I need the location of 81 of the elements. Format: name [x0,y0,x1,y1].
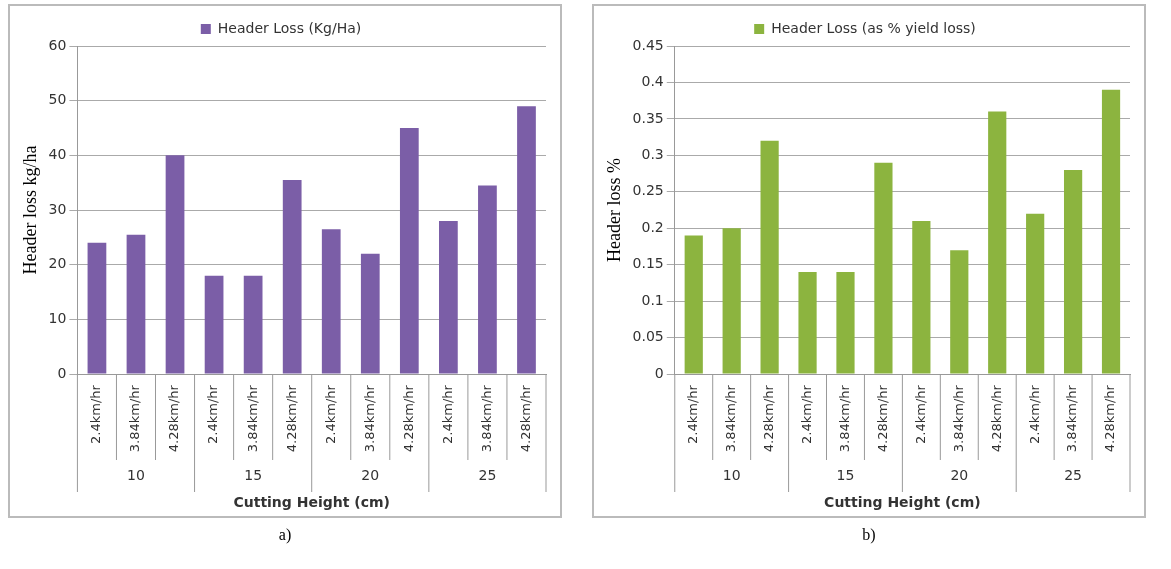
y-tick-label: 50 [48,91,67,108]
text: 25 [478,466,497,483]
y-tick-label: 20 [48,255,67,272]
bar [87,242,107,374]
bar [950,250,969,374]
bar [722,228,741,374]
bar [1026,213,1045,374]
bar [439,220,458,374]
text: 15 [244,466,263,483]
x-tick-label: 2.4km/hr [685,384,701,444]
x-tick-label: 4.28km/hr [988,384,1004,453]
y-tick-label: 0.35 [632,109,664,126]
bar [321,229,341,374]
text: 10 [722,466,741,483]
bar [912,220,931,374]
x-tick-label: 4.28km/hr [1102,384,1118,453]
text: 20 [950,466,969,483]
legend-label: Header Loss (Kg/Ha) [217,19,362,36]
bar [478,185,497,374]
bar [1101,89,1121,374]
bar [988,111,1007,374]
x-tick-label: 3.84km/hr [478,384,494,453]
x-tick-label: 4.28km/hr [400,384,416,453]
x-tick-label: 3.84km/hr [361,384,377,453]
x-tick-label: 4.28km/hr [517,384,533,453]
x-tick-label: 2.4km/hr [88,384,104,444]
bar [760,140,779,374]
x-tick-label: 3.84km/hr [723,384,739,453]
x-tick-label: 2.4km/hr [798,384,814,444]
bar [684,235,703,374]
bar [1063,169,1083,374]
bar [165,155,185,374]
bar [836,272,855,374]
x-tick-label: 2.4km/hr [912,384,928,444]
x-tick-label: 4.28km/hr [760,384,776,453]
bar [399,128,419,374]
bar [204,275,224,374]
x-tick-label: 2.4km/hr [1026,384,1042,444]
y-tick-label: 0.05 [632,328,664,345]
y-tick-label: 0.1 [641,291,664,308]
y-tick-label: 10 [48,310,67,327]
y-tick-label: 0 [57,364,67,381]
bar [517,106,536,374]
text: 20 [361,466,380,483]
y-tick-label: 40 [48,146,67,163]
x-tick-label: 3.84km/hr [950,384,966,453]
y-tick-label: 60 [48,36,67,53]
x-tick-label: 3.84km/hr [244,384,260,453]
y-tick-label: 0.15 [632,255,664,272]
bar [798,272,817,374]
x-tick-label: 3.84km/hr [836,384,852,453]
text: 10 [127,466,145,483]
text: 15 [836,466,855,483]
bar [282,179,302,374]
x-tick-label: 4.28km/hr [166,384,182,453]
x-axis-title: Cutting Height (cm) [233,494,390,511]
x-tick-label: 2.4km/hr [439,384,455,444]
legend-label: Header Loss (as % yield loss) [771,19,976,36]
y-axis-title: Header loss % [603,158,624,263]
bar [243,275,263,374]
x-tick-label: 2.4km/hr [322,384,338,444]
y-tick-label: 0 [654,364,664,381]
y-tick-label: 30 [48,200,67,217]
y-tick-label: 0.3 [641,146,664,163]
x-tick-label: 3.84km/hr [127,384,143,453]
x-axis-title: Cutting Height (cm) [824,494,981,511]
x-tick-label: 3.84km/hr [1064,384,1080,453]
y-tick-label: 0.25 [632,182,664,199]
y-axis-title: Header loss kg/ha [19,145,40,275]
y-tick-label: 0.2 [641,218,664,235]
x-tick-label: 2.4km/hr [205,384,221,444]
y-tick-label: 0.45 [632,36,664,53]
bar [360,253,380,374]
text: a) [278,526,292,544]
x-tick-label: 4.28km/hr [874,384,890,453]
y-tick-label: 0.4 [641,73,664,90]
text: b) [862,526,876,544]
bar [126,234,146,374]
x-tick-label: 4.28km/hr [283,384,299,453]
text: 25 [1064,466,1083,483]
bar [874,162,893,374]
